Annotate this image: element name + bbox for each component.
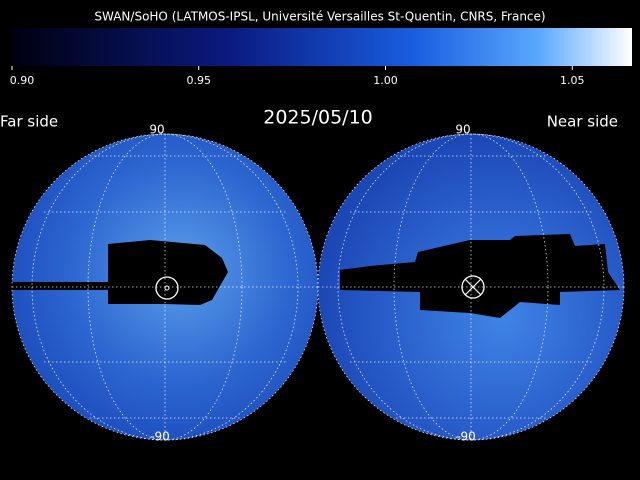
- colorbar: [12, 28, 632, 66]
- map-label: Near side: [547, 113, 618, 131]
- far-side-map: 90 -90: [11, 123, 319, 444]
- pole-label: -90: [150, 430, 170, 444]
- pole-label: 90: [149, 123, 164, 137]
- pole-label: 90: [455, 123, 470, 137]
- colorbar-tick-label: 1.00: [373, 74, 398, 87]
- colorbar-tick-label: 0.95: [186, 74, 211, 87]
- map-label: Far side: [0, 113, 58, 131]
- colorbar-tick-label: 1.05: [560, 74, 585, 87]
- colorbar-tick-label: 0.90: [10, 74, 35, 87]
- date: 2025/05/10: [263, 107, 373, 129]
- pole-label: -90: [456, 430, 476, 444]
- near-side-map: 90 -90: [317, 123, 625, 444]
- title: SWAN/SoHO (LATMOS-IPSL, Université Versa…: [94, 10, 545, 24]
